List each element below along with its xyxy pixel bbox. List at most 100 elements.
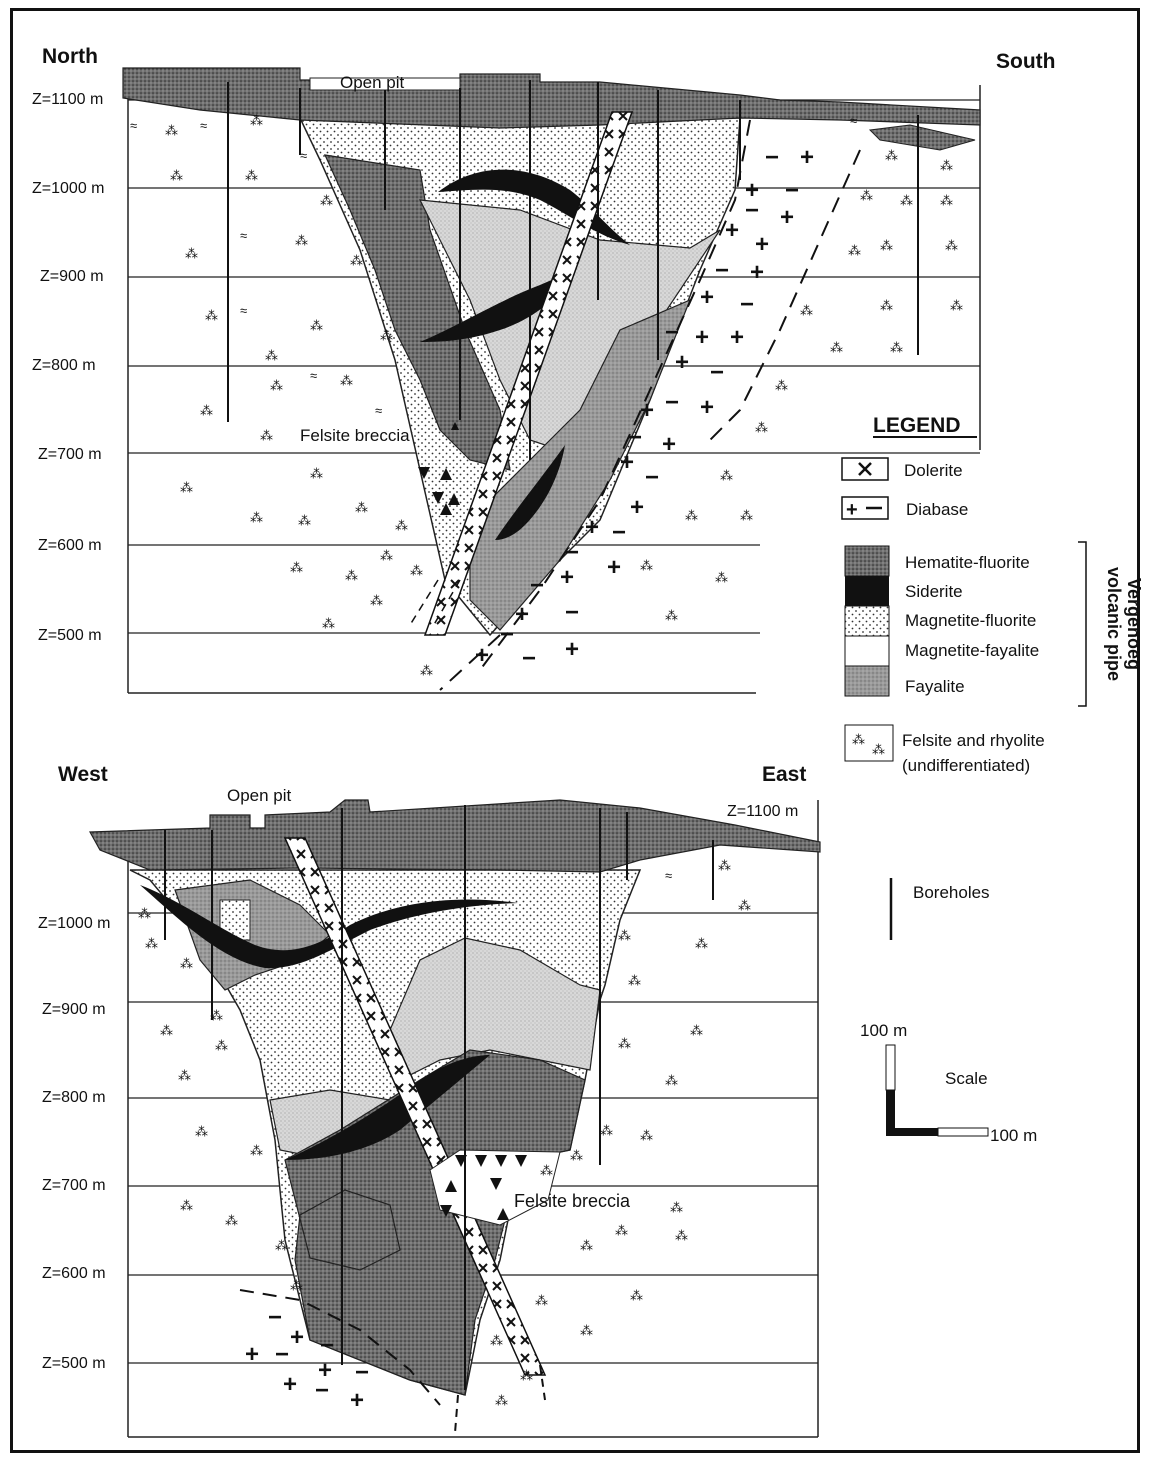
svg-text:≈: ≈ bbox=[310, 368, 317, 383]
label-open-pit-top: Open pit bbox=[340, 73, 405, 92]
label-felsite-breccia-top: Felsite breccia bbox=[300, 426, 410, 445]
svg-text:⁂: ⁂ bbox=[310, 318, 323, 333]
svg-text:−: − bbox=[645, 464, 659, 491]
svg-text:⁂: ⁂ bbox=[852, 732, 865, 747]
svg-text:−: − bbox=[500, 621, 514, 648]
svg-text:Z=1000 m: Z=1000 m bbox=[38, 915, 110, 932]
svg-text:⁂: ⁂ bbox=[615, 1223, 628, 1238]
svg-text:⁂: ⁂ bbox=[665, 1073, 678, 1088]
svg-text:⁂: ⁂ bbox=[290, 560, 303, 575]
svg-text:Z=900 m: Z=900 m bbox=[42, 1001, 106, 1018]
svg-text:⁂: ⁂ bbox=[945, 238, 958, 253]
boreholes-bottom bbox=[164, 805, 714, 1390]
surface-cover-bottom bbox=[88, 799, 821, 873]
svg-text:⁂: ⁂ bbox=[880, 298, 893, 313]
svg-text:⁂: ⁂ bbox=[495, 1393, 508, 1408]
svg-text:⁂: ⁂ bbox=[350, 253, 363, 268]
svg-text:⁂: ⁂ bbox=[600, 1123, 613, 1138]
svg-text:+: + bbox=[475, 642, 489, 669]
svg-text:⁂: ⁂ bbox=[628, 973, 641, 988]
legend-pipe-label-1: Vergenoeg bbox=[1124, 578, 1144, 670]
svg-text:⁂: ⁂ bbox=[535, 1293, 548, 1308]
svg-text:+: + bbox=[318, 1357, 332, 1384]
svg-text:⁂: ⁂ bbox=[570, 1148, 583, 1163]
label-east: East bbox=[762, 763, 806, 786]
svg-text:⁂: ⁂ bbox=[695, 936, 708, 951]
svg-text:−: − bbox=[665, 319, 679, 346]
svg-text:⁂: ⁂ bbox=[872, 742, 885, 757]
magnetite-fayalite-swatch bbox=[844, 635, 890, 667]
svg-text:≈: ≈ bbox=[130, 118, 137, 133]
scale-label: Scale bbox=[945, 1069, 988, 1088]
svg-text:≈: ≈ bbox=[375, 403, 382, 418]
svg-text:⁂: ⁂ bbox=[715, 570, 728, 585]
scale-vertical-label: 100 m bbox=[860, 1021, 907, 1040]
svg-text:−: − bbox=[745, 197, 759, 224]
section-north-south: − + + − +− + −++ + − − + + + − + − + − + +− ++− −+… bbox=[32, 45, 1055, 694]
magnetite-fayalite-zone-bottom bbox=[389, 937, 601, 1076]
svg-text:⁂: ⁂ bbox=[195, 1124, 208, 1139]
hematite-fluorite-swatch bbox=[844, 545, 890, 577]
svg-text:−: − bbox=[715, 257, 729, 284]
svg-text:⁂: ⁂ bbox=[665, 608, 678, 623]
svg-text:⁂: ⁂ bbox=[355, 500, 368, 515]
svg-text:≈: ≈ bbox=[240, 303, 247, 318]
svg-text:Z=500 m: Z=500 m bbox=[38, 627, 102, 644]
svg-text:⁂: ⁂ bbox=[890, 340, 903, 355]
svg-text:−: − bbox=[565, 599, 579, 626]
svg-text:⁂: ⁂ bbox=[180, 956, 193, 971]
svg-text:−: − bbox=[565, 539, 579, 566]
svg-text:Magnetite-fluorite: Magnetite-fluorite bbox=[905, 611, 1036, 630]
svg-text:⁂: ⁂ bbox=[210, 1008, 223, 1023]
svg-text:Z=800 m: Z=800 m bbox=[32, 357, 96, 374]
svg-text:+: + bbox=[585, 514, 599, 541]
svg-text:⁂: ⁂ bbox=[520, 1368, 533, 1383]
svg-text:⁂: ⁂ bbox=[260, 428, 273, 443]
svg-text:⁂: ⁂ bbox=[580, 1323, 593, 1338]
svg-text:+: + bbox=[565, 636, 579, 663]
svg-text:+: + bbox=[640, 397, 654, 424]
svg-text:⁂: ⁂ bbox=[940, 193, 953, 208]
svg-text:+: + bbox=[607, 554, 621, 581]
label-felsite-breccia-bottom: Felsite breccia bbox=[514, 1191, 631, 1211]
svg-text:Hematite-fluorite: Hematite-fluorite bbox=[905, 553, 1030, 572]
felsite-symbols-bottom: ⁂⁂⁂⁂ ⁂⁂⁂⁂ ⁂⁂⁂⁂ ⁂≈⁂⁂ ⁂⁂⁂⁂ ⁂⁂⁂ ⁂ ⁂⁂⁂⁂ ⁂ ⁂⁂⁂ … bbox=[138, 858, 751, 1408]
siderite-lens-top-1 bbox=[438, 169, 630, 245]
felsite-breccia-symbols-top bbox=[418, 422, 460, 515]
legend-pipe-units: Hematite-fluorite Siderite Magnetite-flu… bbox=[905, 553, 1039, 696]
boreholes-top bbox=[227, 80, 919, 460]
svg-text:Z=800 m: Z=800 m bbox=[42, 1089, 106, 1106]
svg-text:⁂: ⁂ bbox=[322, 616, 335, 631]
felsite-symbols-top: ≈ ⁂ ≈ ⁂ ⁂ ⁂ ≈ ⁂ ⁂ ≈ ⁂ ⁂ ⁂ ≈ ⁂ ⁂ ⁂ ≈ ⁂ ⁂ ⁂ ≈ ⁂ ⁂ ⁂ ⁂ ⁂ ⁂ ⁂ ⁂ ⁂ ⁂… bbox=[130, 113, 963, 678]
scale-bar: 100 m Scale 100 m bbox=[860, 1021, 1037, 1145]
svg-text:+: + bbox=[745, 177, 759, 204]
legend-felsite-1: Felsite and rhyolite bbox=[902, 731, 1045, 750]
svg-text:+: + bbox=[700, 284, 714, 311]
svg-text:⁂: ⁂ bbox=[800, 303, 813, 318]
section-west-east: −+ − + −+ − + − + ⁂⁂⁂⁂ ⁂⁂⁂⁂ ⁂⁂⁂⁂ ⁂≈⁂⁂ ⁂⁂⁂⁂ ⁂⁂… bbox=[38, 763, 821, 1438]
svg-text:Fayalite: Fayalite bbox=[905, 677, 965, 696]
svg-text:⁂: ⁂ bbox=[160, 1023, 173, 1038]
svg-text:⁂: ⁂ bbox=[320, 193, 333, 208]
svg-text:Magnetite-fayalite: Magnetite-fayalite bbox=[905, 641, 1039, 660]
svg-text:⁂: ⁂ bbox=[410, 563, 423, 578]
svg-text:+: + bbox=[725, 217, 739, 244]
svg-text:⁂: ⁂ bbox=[178, 1068, 191, 1083]
svg-text:⁂: ⁂ bbox=[775, 378, 788, 393]
svg-text:⁂: ⁂ bbox=[830, 340, 843, 355]
svg-text:⁂: ⁂ bbox=[885, 148, 898, 163]
svg-text:≈: ≈ bbox=[300, 148, 307, 163]
magnetite-fluorite-swatch bbox=[844, 605, 890, 637]
svg-text:Siderite: Siderite bbox=[905, 582, 963, 601]
svg-text:⁂: ⁂ bbox=[225, 1213, 238, 1228]
svg-text:Z=600 m: Z=600 m bbox=[38, 537, 102, 554]
legend-diabase: Diabase bbox=[906, 500, 968, 519]
svg-text:+: + bbox=[800, 144, 814, 171]
svg-text:⁂: ⁂ bbox=[490, 1333, 503, 1348]
svg-text:⁂: ⁂ bbox=[580, 1238, 593, 1253]
svg-text:⁂: ⁂ bbox=[900, 193, 913, 208]
svg-text:−: − bbox=[628, 424, 642, 451]
svg-text:+: + bbox=[245, 1341, 259, 1368]
svg-text:−: − bbox=[320, 1332, 334, 1359]
svg-text:Z=900 m: Z=900 m bbox=[40, 268, 104, 285]
